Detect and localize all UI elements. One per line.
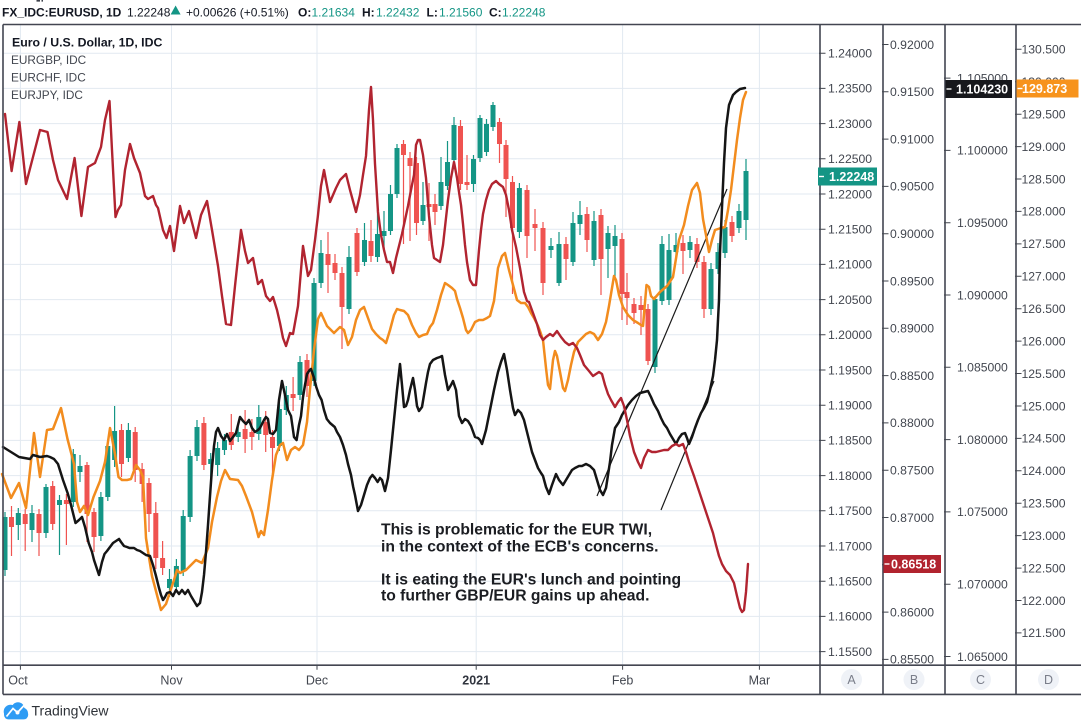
svg-text:0.90500: 0.90500 bbox=[890, 180, 934, 194]
svg-text:122.000: 122.000 bbox=[1022, 594, 1066, 608]
svg-text:1.21634: 1.21634 bbox=[312, 6, 356, 20]
svg-text:129.873: 129.873 bbox=[1022, 82, 1067, 96]
svg-text:EURGBP, IDC: EURGBP, IDC bbox=[11, 53, 87, 67]
svg-text:1.23500: 1.23500 bbox=[828, 82, 872, 96]
svg-text:C: C bbox=[976, 673, 985, 687]
svg-text:127.500: 127.500 bbox=[1022, 237, 1066, 251]
svg-text:to further GBP/EUR gains up ah: to further GBP/EUR gains up ahead. bbox=[381, 588, 649, 605]
svg-text:0.92000: 0.92000 bbox=[890, 38, 934, 52]
svg-text:1.20000: 1.20000 bbox=[828, 328, 872, 342]
svg-text:1.23000: 1.23000 bbox=[828, 117, 872, 131]
svg-text:This is problematic for the EU: This is problematic for the EUR TWI, bbox=[381, 522, 652, 539]
svg-text:123.000: 123.000 bbox=[1022, 529, 1066, 543]
svg-text:1.080000: 1.080000 bbox=[957, 433, 1008, 447]
svg-text:1.15500: 1.15500 bbox=[828, 645, 872, 659]
svg-text:1.16000: 1.16000 bbox=[828, 610, 872, 624]
svg-text:1.070000: 1.070000 bbox=[957, 578, 1008, 592]
svg-text:Mar: Mar bbox=[749, 674, 771, 688]
svg-text:A: A bbox=[847, 673, 856, 687]
svg-text:0.91500: 0.91500 bbox=[890, 85, 934, 99]
svg-text:1.065000: 1.065000 bbox=[957, 650, 1008, 664]
svg-text:D: D bbox=[1044, 673, 1053, 687]
svg-text:1.17500: 1.17500 bbox=[828, 504, 872, 518]
svg-text:0.88500: 0.88500 bbox=[890, 369, 934, 383]
svg-text:FX_IDC:EURUSD, 1D: FX_IDC:EURUSD, 1D bbox=[2, 6, 122, 20]
svg-text:1.21000: 1.21000 bbox=[828, 258, 872, 272]
svg-text:130.500: 130.500 bbox=[1022, 43, 1066, 57]
svg-text:2021: 2021 bbox=[462, 674, 490, 688]
svg-text:1.22432: 1.22432 bbox=[376, 6, 420, 20]
svg-text:1.16500: 1.16500 bbox=[828, 575, 872, 589]
svg-text:Euro / U.S. Dollar, 1D, IDC: Euro / U.S. Dollar, 1D, IDC bbox=[12, 36, 162, 50]
svg-text:1.22500: 1.22500 bbox=[828, 152, 872, 166]
svg-text:1.22248: 1.22248 bbox=[127, 6, 171, 20]
svg-text:EURJPY, IDC: EURJPY, IDC bbox=[11, 88, 83, 102]
svg-text:1.100000: 1.100000 bbox=[957, 144, 1008, 158]
svg-text:124.500: 124.500 bbox=[1022, 432, 1066, 446]
svg-text:125.000: 125.000 bbox=[1022, 399, 1066, 413]
svg-text:0.89000: 0.89000 bbox=[890, 322, 934, 336]
svg-text:It is eating the EUR's lunch a: It is eating the EUR's lunch and pointin… bbox=[381, 572, 681, 589]
svg-text:125.500: 125.500 bbox=[1022, 367, 1066, 381]
svg-text:O:: O: bbox=[298, 6, 311, 20]
svg-text:1.18000: 1.18000 bbox=[828, 469, 872, 483]
svg-text:1.20500: 1.20500 bbox=[828, 293, 872, 307]
svg-text:1.22248: 1.22248 bbox=[502, 6, 546, 20]
svg-text:1.22248: 1.22248 bbox=[829, 170, 874, 184]
svg-text:122.500: 122.500 bbox=[1022, 561, 1066, 575]
svg-text:1.17000: 1.17000 bbox=[828, 539, 872, 553]
svg-text:121.500: 121.500 bbox=[1022, 626, 1066, 640]
svg-text:1.22000: 1.22000 bbox=[828, 187, 872, 201]
svg-text:1.090000: 1.090000 bbox=[957, 288, 1008, 302]
svg-text:1.21560: 1.21560 bbox=[439, 6, 483, 20]
svg-text:128.000: 128.000 bbox=[1022, 205, 1066, 219]
svg-text:TradingView: TradingView bbox=[32, 703, 110, 719]
svg-text:0.86518: 0.86518 bbox=[891, 558, 936, 572]
svg-text:123.500: 123.500 bbox=[1022, 497, 1066, 511]
svg-text:126.000: 126.000 bbox=[1022, 334, 1066, 348]
svg-text:0.87500: 0.87500 bbox=[890, 464, 934, 478]
svg-text:129.000: 129.000 bbox=[1022, 140, 1066, 154]
svg-text:1.18500: 1.18500 bbox=[828, 434, 872, 448]
svg-text:1.104230: 1.104230 bbox=[956, 83, 1008, 97]
svg-text:1.085000: 1.085000 bbox=[957, 361, 1008, 375]
svg-text:126.500: 126.500 bbox=[1022, 302, 1066, 316]
svg-text:Dec: Dec bbox=[306, 674, 328, 688]
svg-text:0.91000: 0.91000 bbox=[890, 132, 934, 146]
svg-text:0.88000: 0.88000 bbox=[890, 416, 934, 430]
svg-text:0.86000: 0.86000 bbox=[890, 605, 934, 619]
svg-text:H:: H: bbox=[362, 6, 375, 20]
svg-text:0.85500: 0.85500 bbox=[890, 653, 934, 667]
svg-text:in the context of the ECB's co: in the context of the ECB's concerns. bbox=[381, 539, 658, 556]
svg-text:128.500: 128.500 bbox=[1022, 172, 1066, 186]
svg-text:127.000: 127.000 bbox=[1022, 270, 1066, 284]
svg-text:B: B bbox=[910, 673, 918, 687]
svg-text:L:: L: bbox=[427, 6, 438, 20]
svg-text:1.19000: 1.19000 bbox=[828, 399, 872, 413]
svg-text:0.90000: 0.90000 bbox=[890, 227, 934, 241]
svg-text:0.87000: 0.87000 bbox=[890, 511, 934, 525]
svg-text:Nov: Nov bbox=[160, 674, 183, 688]
svg-text:Feb: Feb bbox=[612, 674, 634, 688]
svg-text:Oct: Oct bbox=[8, 674, 28, 688]
svg-text:+0.00626 (+0.51%): +0.00626 (+0.51%) bbox=[186, 6, 289, 20]
svg-text:1.075000: 1.075000 bbox=[957, 505, 1008, 519]
svg-text:129.500: 129.500 bbox=[1022, 108, 1066, 122]
svg-text:1.24000: 1.24000 bbox=[828, 47, 872, 61]
svg-text:1.21500: 1.21500 bbox=[828, 223, 872, 237]
svg-text:0.89500: 0.89500 bbox=[890, 274, 934, 288]
svg-text:1.19500: 1.19500 bbox=[828, 363, 872, 377]
svg-text:EURCHF, IDC: EURCHF, IDC bbox=[11, 71, 86, 85]
svg-text:C:: C: bbox=[489, 6, 502, 20]
svg-text:124.000: 124.000 bbox=[1022, 464, 1066, 478]
svg-text:1.095000: 1.095000 bbox=[957, 216, 1008, 230]
